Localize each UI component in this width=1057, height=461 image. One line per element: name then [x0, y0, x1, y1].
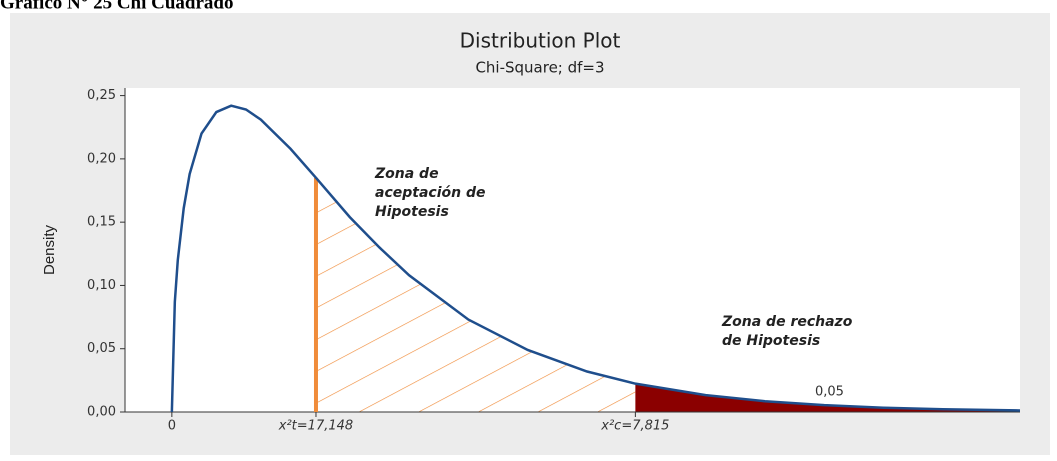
annotation: Hipotesis — [375, 204, 449, 220]
density-curve — [170, 104, 1021, 413]
x-tick-label: x²t=17,148 — [278, 419, 353, 434]
chart-subtitle: Chi-Square; df=3 — [475, 59, 604, 77]
annotation: 0,05 — [815, 385, 844, 400]
y-tick-label: 0,15 — [87, 215, 116, 230]
annotation: Zona de rechazo — [721, 314, 853, 330]
y-tick-label: 0,00 — [87, 405, 116, 420]
plot-area — [125, 88, 1020, 412]
annotation: de Hipotesis — [722, 333, 820, 349]
annotation: Zona de — [374, 166, 439, 182]
chart-title: Distribution Plot — [460, 29, 621, 53]
y-tick-label: 0,05 — [87, 341, 116, 356]
y-tick-label: 0,25 — [87, 88, 116, 103]
y-axis-label: Density — [41, 224, 58, 275]
heading: Gráfico N° 25 Chi Cuadrado — [0, 0, 234, 13]
y-tick-label: 0,10 — [87, 278, 116, 293]
x-tick-label: x²c=7,815 — [600, 419, 669, 434]
y-tick-label: 0,20 — [87, 151, 116, 166]
annotation: aceptación de — [375, 185, 485, 201]
region — [635, 383, 1020, 412]
x-tick-label: 0 — [168, 419, 176, 434]
region — [315, 177, 636, 412]
